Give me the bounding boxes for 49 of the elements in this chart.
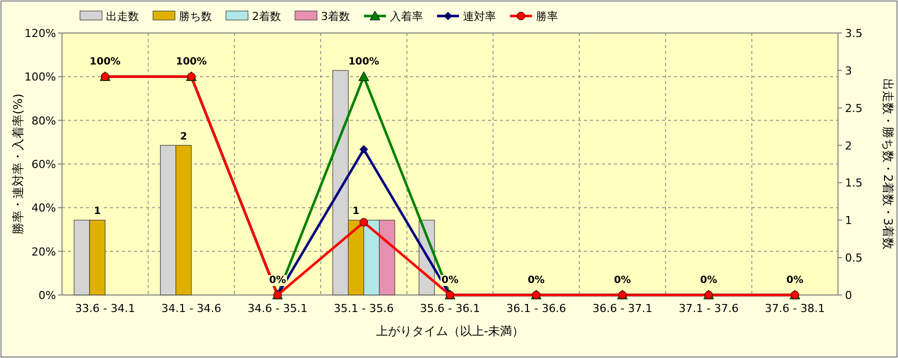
point [360,218,368,227]
legend-label: 連対率 [463,10,496,23]
legend-label: 入着率 [390,10,423,23]
legend-label: 勝ち数 [179,10,212,23]
data-label: 100% [348,56,380,68]
y-tick-label: 20% [32,245,56,258]
x-tick-label: 35.1 - 35.6 [334,302,394,315]
point [360,145,368,154]
legend-label: 2着数 [252,10,281,23]
y-tick-label: 100% [24,70,56,84]
data-label: 2 [180,131,188,142]
legend-label: 勝率 [536,10,558,23]
x-tick-label: 37.1 - 37.6 [678,302,739,315]
y2-tick-label: 1.5 [845,176,862,190]
x-axis-title: 上がりタイム（以上-未満） [376,324,524,338]
y2-axis-title: 出走数・勝ち数・2着数・3着数 [881,78,895,250]
y2-tick-label: 2 [845,139,852,152]
legend-label: 3着数 [321,10,350,23]
data-label: 0% [528,275,545,286]
data-label: 0% [269,275,286,286]
x-tick-label: 37.6 - 38.1 [764,302,825,315]
x-tick-label: 35.6 - 36.1 [420,302,480,315]
legend-label: 出走数 [106,10,139,23]
data-label: 0% [442,275,458,286]
y2-tick-label: 0 [845,289,852,302]
y-tick-label: 0% [38,289,56,302]
y-axis-title: 勝率・連対率・入着率(%) [11,94,25,234]
y2-tick-label: 1 [845,214,852,228]
data-label: 0% [614,275,631,286]
y-tick-label: 120% [24,27,56,40]
x-tick-label: 36.1 - 36.6 [506,302,566,315]
y2-tick-label: 3 [845,64,852,78]
data-label: 100% [176,56,207,68]
y2-tick-label: 0.5 [845,252,862,265]
x-tick-label: 34.1 - 34.6 [161,302,222,315]
data-label: 1 [352,206,360,218]
point [358,71,370,81]
x-tick-label: 36.6 - 37.1 [592,302,652,315]
y-tick-label: 40% [32,202,56,215]
data-label: 0% [700,275,718,286]
y-tick-label: 60% [32,158,56,171]
y2-tick-label: 2.5 [845,102,862,115]
x-tick-label: 34.6 - 35.1 [248,302,308,315]
data-label: 1 [94,206,101,218]
x-tick-label: 33.6 - 34.1 [75,302,136,315]
data-label: 100% [90,56,121,68]
y-tick-label: 80% [32,114,56,128]
data-label: 0% [786,275,804,286]
y2-tick-label: 3.5 [845,27,862,40]
